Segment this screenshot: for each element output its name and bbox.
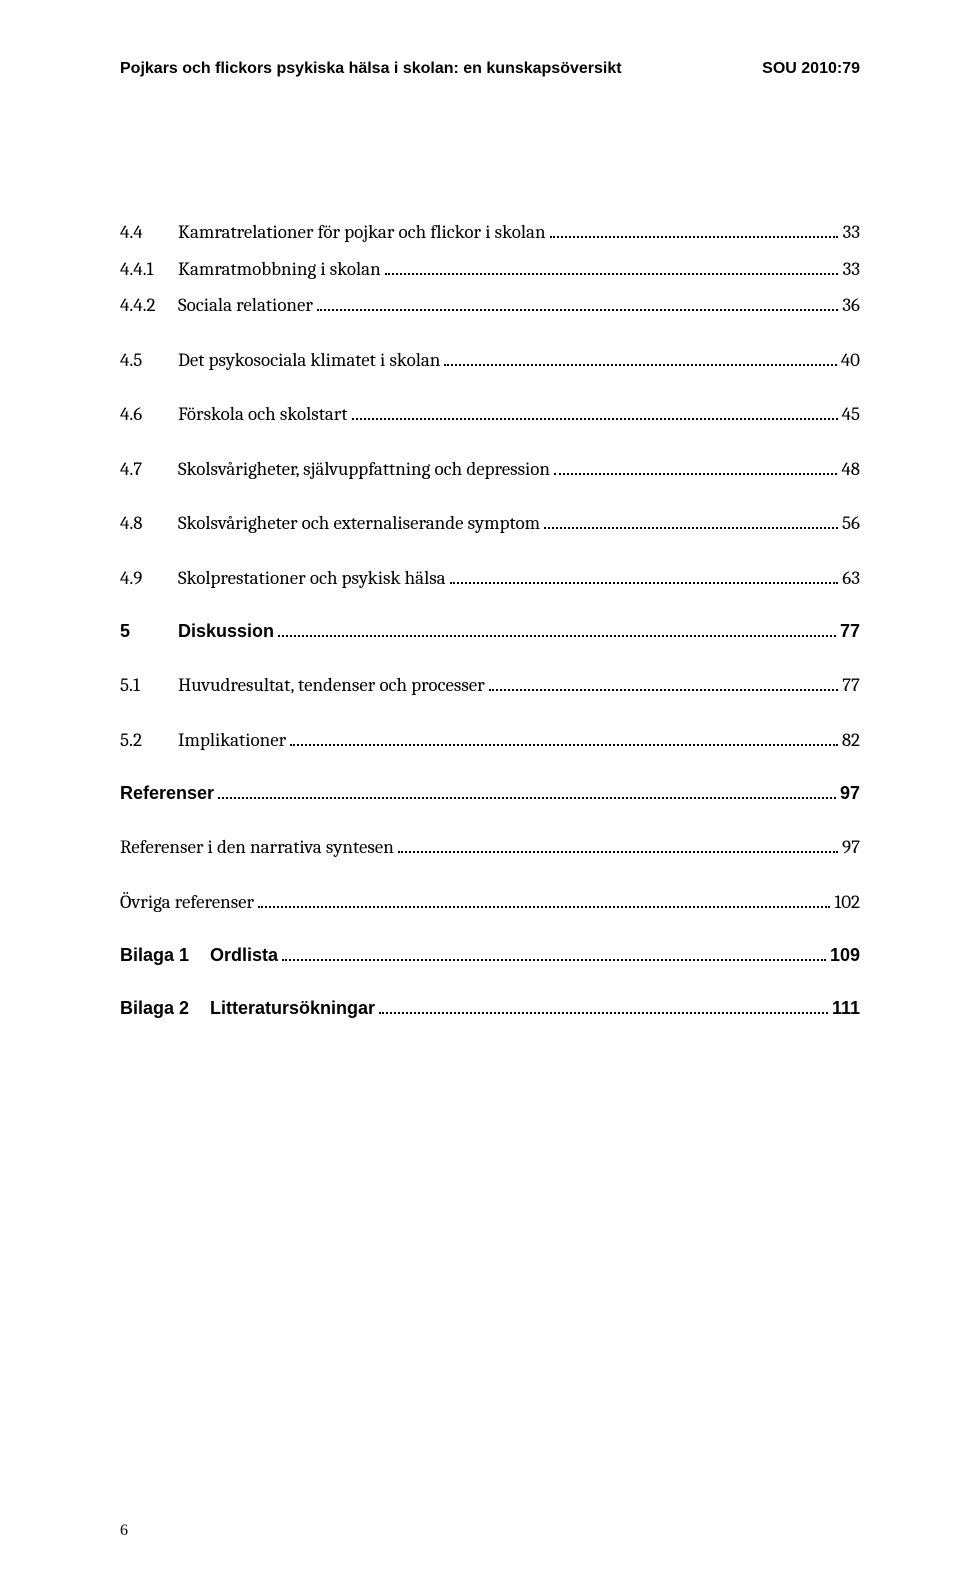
toc-entry: 5.2Implikationer 82 [120, 726, 860, 755]
toc-entry: Bilaga 1Ordlista 109 [120, 942, 860, 969]
table-of-contents: 4.4Kamratrelationer för pojkar och flick… [120, 218, 860, 1022]
toc-title: Övriga referenser [120, 888, 254, 917]
toc-number: 4.7 [120, 455, 178, 484]
toc-page: 40 [841, 346, 860, 375]
toc-number: 4.4.2 [120, 291, 178, 320]
toc-page: 77 [842, 671, 860, 700]
toc-entry: Bilaga 2Litteratursökningar 111 [120, 995, 860, 1022]
toc-leader-dots [352, 418, 838, 420]
toc-title: Referenser i den narrativa syntesen [120, 833, 394, 862]
toc-entry: 4.8Skolsvårigheter och externaliserande … [120, 509, 860, 538]
toc-number: 4.4.1 [120, 255, 178, 284]
toc-page: 109 [830, 942, 860, 969]
toc-number: 5 [120, 618, 178, 645]
toc-page: 45 [842, 400, 860, 429]
toc-title: Litteratursökningar [210, 995, 375, 1022]
toc-title: Referenser [120, 780, 214, 807]
toc-title: Skolprestationer och psykisk hälsa [178, 564, 446, 593]
toc-entry: 4.6Förskola och skolstart 45 [120, 400, 860, 429]
toc-leader-dots [450, 582, 839, 584]
toc-leader-dots [489, 689, 838, 691]
toc-page: 102 [834, 888, 860, 917]
toc-title: Skolsvårigheter, självuppfattning och de… [178, 455, 550, 484]
toc-page: 82 [842, 726, 860, 755]
toc-title: Kamratrelationer för pojkar och flickor … [178, 218, 546, 247]
toc-leader-dots [278, 635, 836, 637]
toc-page: 48 [841, 455, 860, 484]
toc-leader-dots [258, 906, 830, 908]
toc-title: Ordlista [210, 942, 278, 969]
toc-title: Implikationer [178, 726, 286, 755]
toc-leader-dots [544, 527, 838, 529]
toc-entry: 4.4.2Sociala relationer 36 [120, 291, 860, 320]
toc-title: Förskola och skolstart [178, 400, 348, 429]
toc-leader-dots [444, 364, 836, 366]
toc-leader-dots [290, 744, 838, 746]
toc-page: 111 [832, 995, 860, 1022]
toc-page: 56 [842, 509, 860, 538]
toc-entry: 4.9Skolprestationer och psykisk hälsa 63 [120, 564, 860, 593]
toc-entry: 5Diskussion 77 [120, 618, 860, 645]
toc-entry: Referenser i den narrativa syntesen 97 [120, 833, 860, 862]
toc-leader-dots [282, 959, 826, 961]
toc-title: Huvudresultat, tendenser och processer [178, 671, 485, 700]
toc-page: 33 [842, 218, 860, 247]
toc-entry: 4.4.1Kamratmobbning i skolan 33 [120, 255, 860, 284]
toc-leader-dots [379, 1012, 828, 1014]
toc-leader-dots [218, 797, 836, 799]
toc-title: Skolsvårigheter och externaliserande sym… [178, 509, 540, 538]
page-header: Pojkars och flickors psykiska hälsa i sk… [120, 60, 860, 78]
toc-number: 4.9 [120, 564, 178, 593]
toc-number: 4.8 [120, 509, 178, 538]
toc-page: 97 [840, 780, 860, 807]
toc-leader-dots [317, 309, 838, 311]
toc-page: 63 [842, 564, 860, 593]
toc-number: Bilaga 2 [120, 995, 210, 1022]
toc-leader-dots [554, 473, 837, 475]
page-number: 6 [120, 1522, 128, 1540]
toc-number: 4.4 [120, 218, 178, 247]
toc-title: Sociala relationer [178, 291, 313, 320]
toc-entry: 5.1Huvudresultat, tendenser och processe… [120, 671, 860, 700]
toc-entry: Övriga referenser 102 [120, 888, 860, 917]
toc-leader-dots [550, 236, 839, 238]
toc-entry: Referenser 97 [120, 780, 860, 807]
toc-leader-dots [398, 851, 838, 853]
toc-number: 5.2 [120, 726, 178, 755]
toc-entry: 4.5Det psykosociala klimatet i skolan 40 [120, 346, 860, 375]
toc-title: Det psykosociala klimatet i skolan [178, 346, 440, 375]
toc-entry: 4.4Kamratrelationer för pojkar och flick… [120, 218, 860, 247]
toc-entry: 4.7Skolsvårigheter, självuppfattning och… [120, 455, 860, 484]
toc-number: 4.5 [120, 346, 178, 375]
toc-number: 5.1 [120, 671, 178, 700]
toc-title: Kamratmobbning i skolan [178, 255, 381, 284]
header-left: Pojkars och flickors psykiska hälsa i sk… [120, 60, 622, 78]
toc-page: 77 [840, 618, 860, 645]
toc-number: 4.6 [120, 400, 178, 429]
toc-leader-dots [385, 273, 839, 275]
header-right: SOU 2010:79 [762, 60, 860, 78]
toc-page: 97 [842, 833, 860, 862]
toc-title: Diskussion [178, 618, 274, 645]
toc-page: 33 [842, 255, 860, 284]
toc-number: Bilaga 1 [120, 942, 210, 969]
toc-page: 36 [842, 291, 860, 320]
